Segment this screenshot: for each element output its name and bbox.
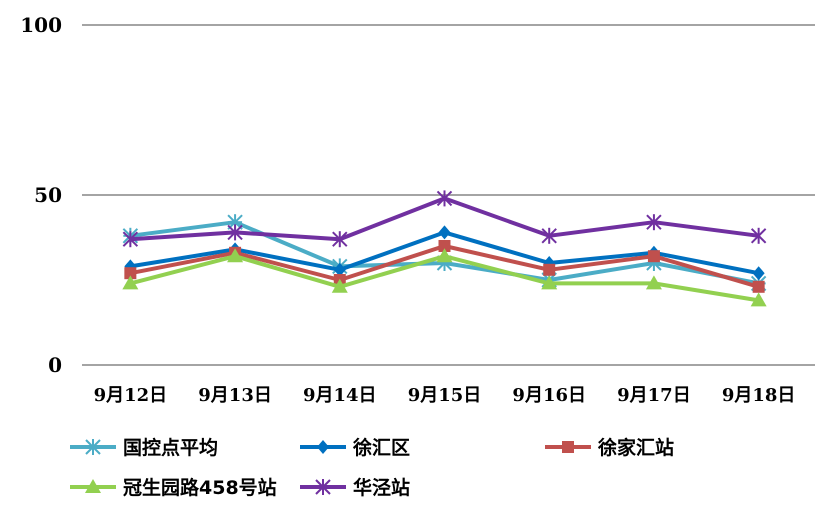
diamond-marker xyxy=(752,266,765,281)
diamond-marker xyxy=(438,225,451,240)
diamond-marker xyxy=(333,262,346,277)
square-marker xyxy=(543,263,556,276)
x-tick-label: 9月17日 xyxy=(617,385,691,406)
triangle-marker xyxy=(85,479,101,493)
star-marker xyxy=(541,227,557,244)
triangle-marker xyxy=(227,248,244,263)
triangle-marker xyxy=(750,292,767,307)
legend-label: 冠生园路458号站 xyxy=(123,476,277,499)
legend-item: 华泾站 xyxy=(300,476,410,499)
triangle-marker xyxy=(122,275,139,290)
square-marker xyxy=(562,441,574,453)
star-marker xyxy=(227,224,243,241)
y-tick-label: 50 xyxy=(34,183,62,207)
star-marker xyxy=(436,190,453,207)
y-tick-label: 0 xyxy=(48,353,62,377)
star-marker xyxy=(750,227,767,244)
x-tick-label: 9月12日 xyxy=(94,385,168,406)
square-marker xyxy=(647,250,660,263)
legend-label: 国控点平均 xyxy=(123,436,218,459)
y-axis-ticks: 0 50 100 xyxy=(20,13,62,377)
triangle-marker xyxy=(331,278,348,293)
star-marker xyxy=(332,231,348,248)
x-tick-label: 9月14日 xyxy=(303,385,377,406)
star-marker xyxy=(122,231,139,248)
legend-item: 冠生园路458号站 xyxy=(70,476,277,499)
star-marker xyxy=(315,479,331,495)
x-axis-ticks: 9月12日 9月13日 9月14日 9月15日 9月16日 9月17日 9月18日 xyxy=(94,385,796,406)
square-marker xyxy=(438,240,451,252)
diamond-marker xyxy=(317,440,329,454)
triangle-marker xyxy=(541,275,558,290)
legend-item: 国控点平均 xyxy=(70,436,218,459)
star-marker xyxy=(646,214,662,231)
square-marker xyxy=(124,267,137,280)
series-lines xyxy=(122,190,767,307)
legend-label: 华泾站 xyxy=(353,476,410,499)
legend-label: 徐家汇站 xyxy=(597,436,674,459)
x-tick-label: 9月16日 xyxy=(512,385,586,406)
x-tick-label: 9月15日 xyxy=(408,385,482,406)
triangle-marker xyxy=(645,275,662,290)
legend-item: 徐汇区 xyxy=(300,436,410,459)
square-marker xyxy=(752,280,765,293)
legend-item: 徐家汇站 xyxy=(545,436,674,459)
series-3 xyxy=(122,248,767,307)
legend-label: 徐汇区 xyxy=(352,436,410,459)
triangle-marker xyxy=(436,248,453,263)
series-4 xyxy=(122,190,767,248)
x-tick-label: 9月13日 xyxy=(198,385,272,406)
asterisk-marker xyxy=(85,439,101,455)
y-tick-label: 100 xyxy=(20,13,62,37)
x-tick-label: 9月18日 xyxy=(722,385,796,406)
